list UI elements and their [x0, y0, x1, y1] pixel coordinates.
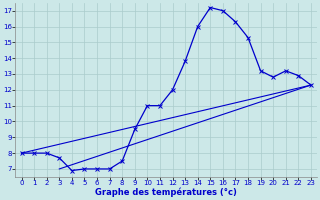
X-axis label: Graphe des températures (°c): Graphe des températures (°c)	[95, 188, 237, 197]
